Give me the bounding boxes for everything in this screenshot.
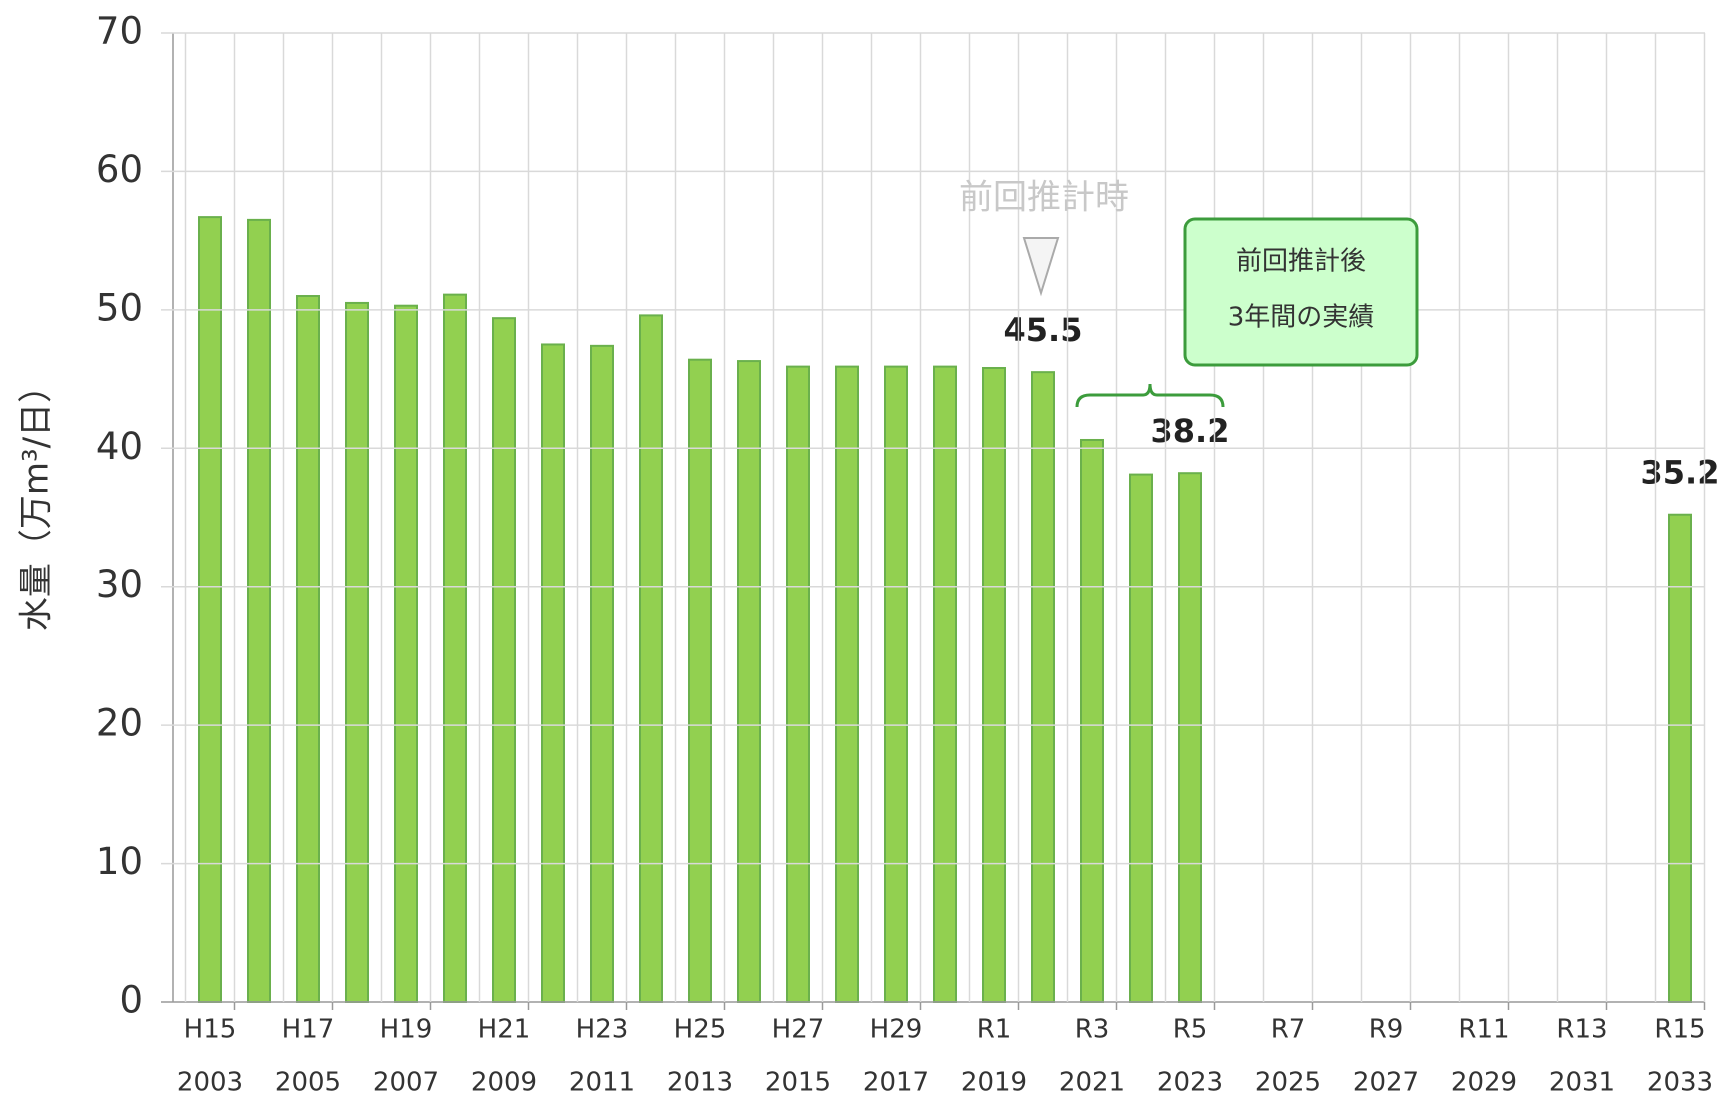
x-tick-label: 2007 xyxy=(373,1068,439,1093)
bar xyxy=(737,360,761,1003)
bar xyxy=(443,293,467,1003)
x-tick-label: 2009 xyxy=(471,1068,537,1093)
bar xyxy=(1031,371,1055,1003)
bar xyxy=(639,314,663,1003)
bar xyxy=(1668,513,1692,1004)
bar xyxy=(835,365,859,1003)
value-label: 35.2 xyxy=(1641,454,1720,492)
value-label: 45.5 xyxy=(1004,311,1083,349)
x-era-label: H19 xyxy=(380,1015,433,1045)
annotation-box-line: 前回推計後 xyxy=(1236,247,1366,277)
bar xyxy=(541,343,565,1003)
x-tick-label: 2003 xyxy=(177,1068,243,1093)
x-tick-label: 2031 xyxy=(1549,1068,1615,1093)
bar xyxy=(296,295,320,1003)
x-era-label: H23 xyxy=(576,1015,629,1045)
x-era-label: R9 xyxy=(1369,1015,1404,1045)
x-era-label: H25 xyxy=(674,1015,727,1045)
x-era-label: R11 xyxy=(1458,1015,1509,1045)
x-era-label: H21 xyxy=(478,1015,531,1045)
x-tick-label: 2033 xyxy=(1647,1068,1713,1093)
x-era-label: R5 xyxy=(1173,1015,1208,1045)
bar xyxy=(492,317,516,1004)
x-era-label: H17 xyxy=(282,1015,335,1045)
bar xyxy=(1129,473,1153,1003)
annotation-box xyxy=(1183,217,1419,367)
annotation-previous: 前回推計時 xyxy=(959,178,1129,218)
x-tick-label: 2027 xyxy=(1353,1068,1419,1093)
x-era-label: R15 xyxy=(1654,1015,1705,1045)
y-tick-label: 50 xyxy=(96,286,143,329)
bar xyxy=(884,365,908,1003)
x-tick-label: 2025 xyxy=(1255,1068,1321,1093)
bar xyxy=(1080,438,1104,1004)
x-tick-label: 2015 xyxy=(765,1068,831,1093)
bar xyxy=(590,344,614,1003)
x-tick-label: 2023 xyxy=(1157,1068,1223,1093)
value-label: 38.2 xyxy=(1151,412,1230,450)
x-tick-label: 2013 xyxy=(667,1068,733,1093)
y-tick-label: 10 xyxy=(96,840,143,883)
x-tick-label: 2029 xyxy=(1451,1068,1517,1093)
annotation-arrow xyxy=(1022,237,1060,297)
x-era-label: H27 xyxy=(772,1015,825,1045)
y-tick-label: 0 xyxy=(119,979,143,1022)
bar xyxy=(345,301,369,1003)
bar xyxy=(1178,472,1202,1003)
annotation-box-line: 3年間の実績 xyxy=(1228,303,1375,333)
bar xyxy=(933,365,957,1003)
y-tick-label: 60 xyxy=(96,148,143,191)
x-tick-label: 2011 xyxy=(569,1068,635,1093)
bar xyxy=(982,366,1006,1003)
y-tick-label: 30 xyxy=(96,563,143,606)
annotation-brace xyxy=(1075,383,1225,408)
y-axis-label: 水量（万m³/日） xyxy=(17,369,57,631)
bar xyxy=(198,216,222,1004)
x-tick-label: 2021 xyxy=(1059,1068,1125,1093)
y-tick-label: 70 xyxy=(96,10,143,53)
x-era-label: H15 xyxy=(184,1015,237,1045)
x-era-label: R7 xyxy=(1271,1015,1306,1045)
x-era-label: R13 xyxy=(1556,1015,1607,1045)
bar xyxy=(394,304,418,1003)
x-era-label: R3 xyxy=(1075,1015,1110,1045)
bar xyxy=(247,218,271,1003)
x-tick-label: 2019 xyxy=(961,1068,1027,1093)
x-tick-label: 2005 xyxy=(275,1068,341,1093)
x-era-label: R1 xyxy=(977,1015,1012,1045)
bar xyxy=(688,358,712,1004)
y-tick-label: 40 xyxy=(96,425,143,468)
x-tick-label: 2017 xyxy=(863,1068,929,1093)
x-era-label: H29 xyxy=(870,1015,923,1045)
y-tick-label: 20 xyxy=(96,702,143,745)
bar xyxy=(786,365,810,1003)
